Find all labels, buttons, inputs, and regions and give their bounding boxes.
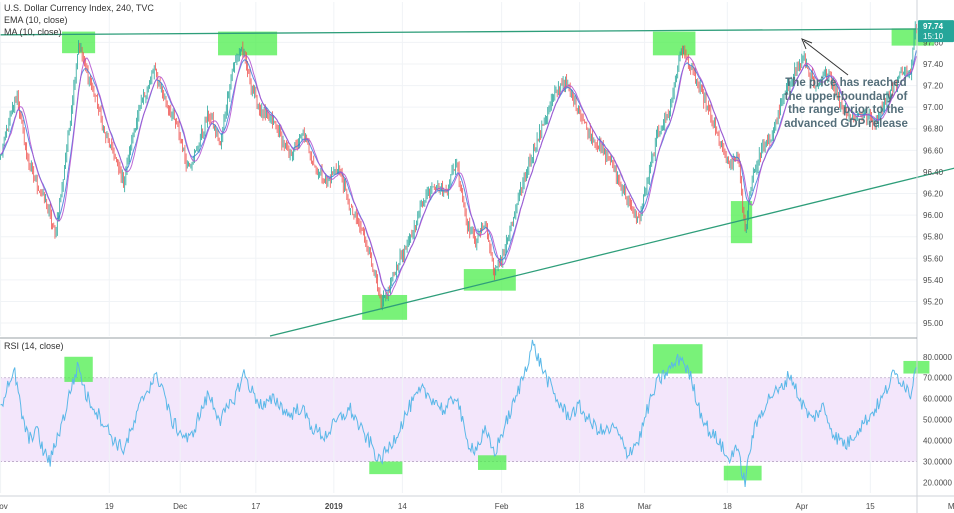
time-tick-label: 19 bbox=[105, 502, 114, 511]
rsi-tick-label: 60.0000 bbox=[923, 395, 952, 404]
time-tick-label: Feb bbox=[495, 502, 509, 511]
current-price-label: 97.74 bbox=[923, 22, 944, 31]
price-highlight-box bbox=[730, 201, 753, 244]
rsi-tick-label: 20.0000 bbox=[923, 479, 952, 488]
rsi-highlight-box bbox=[723, 465, 762, 481]
price-tick-label: 95.40 bbox=[923, 276, 944, 285]
ema-legend: EMA (10, close) bbox=[4, 15, 68, 25]
price-tick-label: 96.60 bbox=[923, 146, 944, 155]
rsi-line-layer bbox=[0, 339, 917, 488]
price-tick-label: 95.80 bbox=[923, 233, 944, 242]
price-tick-label: 95.20 bbox=[923, 297, 944, 306]
rsi-tick-label: 40.0000 bbox=[923, 437, 952, 446]
annotation-arrow bbox=[801, 38, 849, 76]
time-tick-label: May bbox=[948, 502, 954, 511]
price-tick-label: 95.60 bbox=[923, 254, 944, 263]
ma-line bbox=[0, 54, 917, 297]
current-price-badge bbox=[918, 20, 954, 43]
price-tick-label: 96.00 bbox=[923, 211, 944, 220]
candles-layer bbox=[0, 21, 917, 311]
rsi-band bbox=[0, 377, 917, 462]
price-tick-label: 96.20 bbox=[923, 190, 944, 199]
price-tick-label: 96.80 bbox=[923, 125, 944, 134]
rsi-tick-label: 30.0000 bbox=[923, 458, 952, 467]
time-tick-label: 14 bbox=[398, 502, 407, 511]
time-tick-label: Dec bbox=[173, 502, 187, 511]
rsi-band-layer bbox=[0, 377, 917, 462]
rsi-tick-label: 70.0000 bbox=[923, 374, 952, 383]
countdown-label: 15:10 bbox=[923, 32, 944, 41]
time-tick-label: Nov bbox=[0, 502, 8, 511]
time-tick-label: 2019 bbox=[325, 502, 343, 511]
rsi-tick-label: 50.0000 bbox=[923, 416, 952, 425]
rsi-highlight-box bbox=[64, 356, 93, 382]
price-tick-label: 97.40 bbox=[923, 60, 944, 69]
rsi-line bbox=[0, 339, 917, 488]
resistance-trendline bbox=[0, 28, 954, 36]
price-highlight-box bbox=[463, 269, 516, 291]
price-tick-label: 97.00 bbox=[923, 103, 944, 112]
trendline-layer bbox=[0, 28, 954, 337]
support-trendline bbox=[269, 167, 954, 337]
annotation-note: The price has reached the upper-boundary… bbox=[784, 77, 908, 130]
time-tick-label: Apr bbox=[796, 502, 809, 511]
price-tick-label: 95.00 bbox=[923, 319, 944, 328]
rsi-highlight-box bbox=[477, 455, 507, 470]
rsi-highlight-box bbox=[369, 461, 403, 475]
chart-symbol-title: U.S. Dollar Currency Index, 240, TVC bbox=[4, 3, 154, 13]
ma-legend: MA (10, close) bbox=[4, 27, 62, 37]
grid-layer bbox=[0, 2, 917, 493]
price-highlight-box bbox=[218, 31, 278, 56]
price-tick-label: 96.40 bbox=[923, 168, 944, 177]
price-tick-label: 97.20 bbox=[923, 82, 944, 91]
time-tick-label: Mar bbox=[638, 502, 652, 511]
time-tick-label: 17 bbox=[251, 502, 260, 511]
rsi-legend: RSI (14, close) bbox=[4, 341, 64, 351]
rsi-tick-label: 80.0000 bbox=[923, 353, 952, 362]
time-tick-label: 18 bbox=[575, 502, 584, 511]
time-tick-label: 15 bbox=[866, 502, 875, 511]
price-highlight-box bbox=[652, 31, 696, 56]
indicator-lines-layer bbox=[0, 50, 917, 297]
time-tick-label: 18 bbox=[723, 502, 732, 511]
price-tick-label: 97.60 bbox=[923, 38, 944, 47]
